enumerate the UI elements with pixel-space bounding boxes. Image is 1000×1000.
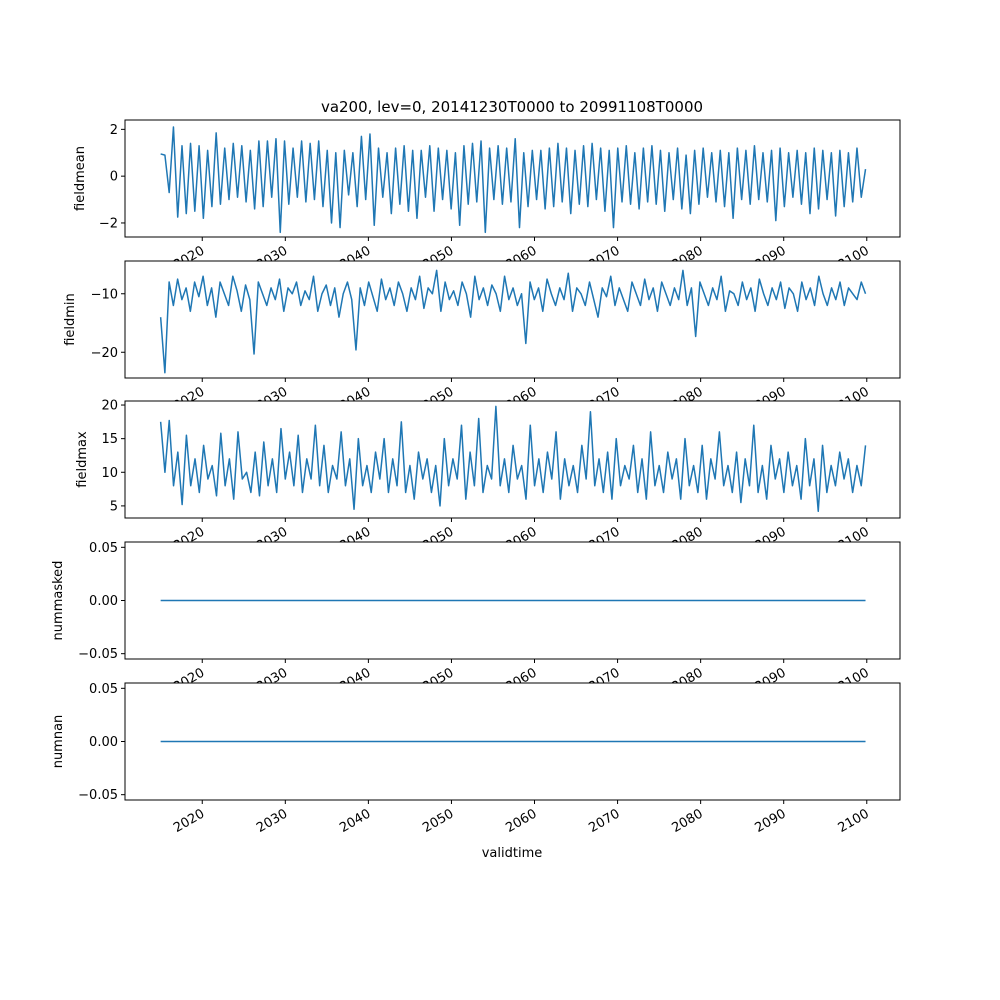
series-line-fieldmean <box>160 126 867 234</box>
y-axis-label: fieldmin <box>63 293 78 346</box>
y-tick-label: −0.05 <box>78 788 118 803</box>
y-tick-label: 0.00 <box>89 735 118 750</box>
axes-frame <box>124 400 901 519</box>
y-tick-label: 2 <box>110 123 118 138</box>
y-tick-label: −2 <box>99 216 118 231</box>
axes-frame <box>124 119 901 238</box>
y-axis-label: fieldmax <box>75 431 90 488</box>
series-line-fieldmax <box>159 405 867 513</box>
series-line-fieldmin <box>159 269 867 374</box>
chart-title: va200, lev=0, 20141230T0000 to 20991108T… <box>321 98 703 116</box>
y-tick-label: 20 <box>101 399 118 414</box>
y-tick-label: 15 <box>101 432 118 447</box>
y-tick-label: 0.05 <box>89 682 118 697</box>
y-tick-label: 10 <box>101 466 118 481</box>
y-tick-label: 0 <box>110 170 118 185</box>
axes-background <box>125 261 900 378</box>
y-tick-label: 0.00 <box>89 594 118 609</box>
y-tick-label: −10 <box>91 287 118 302</box>
axes-frame <box>124 260 901 379</box>
y-axis-label: fieldmean <box>73 146 88 211</box>
y-tick-label: 0.05 <box>89 541 118 556</box>
y-tick-label: −0.05 <box>78 647 118 662</box>
x-axis-label: validtime <box>482 846 543 861</box>
y-tick-label: −20 <box>91 346 118 361</box>
y-axis-label: numnan <box>51 715 66 769</box>
y-axis-label: nummasked <box>51 561 66 641</box>
y-tick-label: 5 <box>110 499 118 514</box>
